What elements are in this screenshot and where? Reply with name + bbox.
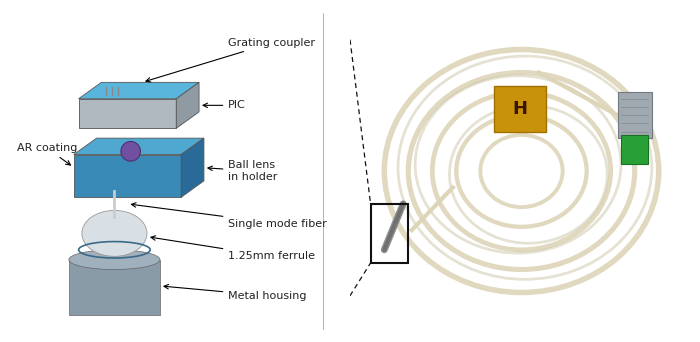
Polygon shape [78, 99, 176, 128]
Polygon shape [176, 82, 199, 128]
Polygon shape [181, 138, 204, 197]
Text: PIC: PIC [203, 100, 246, 110]
Polygon shape [494, 86, 545, 132]
Text: Grating coupler: Grating coupler [146, 38, 315, 82]
Polygon shape [621, 135, 648, 165]
Ellipse shape [82, 210, 147, 256]
Polygon shape [617, 92, 652, 138]
Text: AR coating: AR coating [17, 143, 77, 165]
Text: Metal housing: Metal housing [164, 285, 307, 301]
Text: 1.25mm ferrule: 1.25mm ferrule [151, 236, 315, 261]
Text: H: H [512, 100, 527, 118]
Polygon shape [78, 82, 199, 99]
Text: Ball lens
in holder: Ball lens in holder [208, 160, 278, 182]
Polygon shape [69, 260, 160, 315]
Polygon shape [74, 155, 181, 197]
Polygon shape [74, 138, 204, 155]
Ellipse shape [121, 142, 141, 161]
Text: Single mode fiber: Single mode fiber [132, 203, 327, 228]
Ellipse shape [69, 250, 160, 269]
Bar [370, 204, 408, 263]
